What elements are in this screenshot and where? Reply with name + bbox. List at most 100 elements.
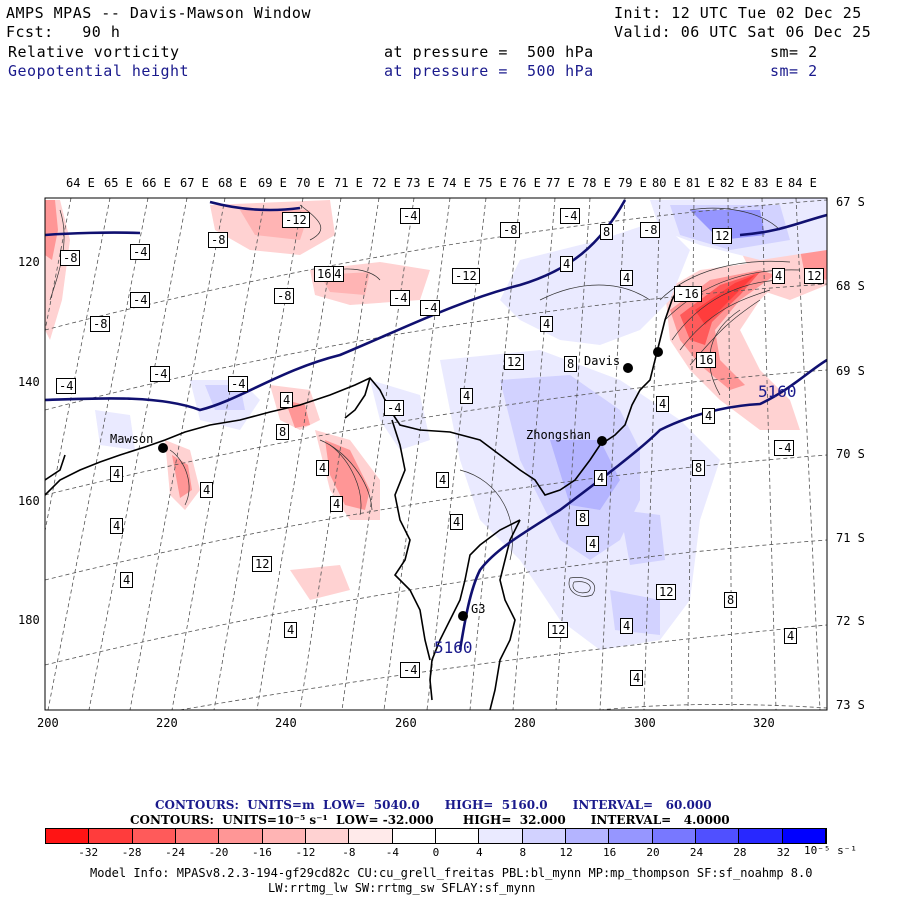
vorticity-contour-label: 4 [702, 408, 716, 424]
vorticity-contour-info: CONTOURS: UNITS=10⁻⁵ s⁻¹ LOW= -32.000 HI… [130, 813, 730, 827]
height-label: 5160 [434, 638, 473, 657]
height-contour-info: CONTOURS: UNITS=m LOW= 5040.0 HIGH= 5160… [155, 798, 712, 812]
y-tick-label: 140 [18, 375, 40, 389]
vorticity-contour-label: 12 [548, 622, 569, 638]
vorticity-contour-label: 4 [540, 316, 554, 332]
vorticity-contour-label: 4 [436, 472, 450, 488]
vorticity-contour-label: 4 [630, 670, 644, 686]
vorticity-contour-label: 4 [772, 268, 786, 284]
lon-label: 73 E [406, 176, 435, 190]
vorticity-contour-label: -8 [500, 222, 521, 238]
colorbar-swatch [479, 829, 523, 843]
lat-label: 72 S [836, 614, 865, 628]
coastline [45, 284, 681, 710]
colorbar-swatch [175, 829, 220, 843]
vorticity-contours [49, 204, 801, 597]
lon-label: 64 E [66, 176, 95, 190]
lon-label: 84 E [788, 176, 817, 190]
vorticity-contour-label: 4 [120, 572, 134, 588]
colorbar-tick-label: 20 [646, 846, 660, 859]
vorticity-contour-label: -4 [56, 378, 77, 394]
colorbar-tick-label: -16 [252, 846, 272, 859]
vorticity-contour-label: -8 [208, 232, 229, 248]
lon-label: 68 E [218, 176, 247, 190]
lon-label: 74 E [442, 176, 471, 190]
x-tick-label: 300 [634, 716, 656, 730]
station-label-zhongshan: Zhongshan [526, 428, 592, 442]
colorbar-tick-label: 4 [476, 846, 483, 859]
lon-label: 69 E [258, 176, 287, 190]
colorbar-tick-label: 16 [602, 846, 617, 859]
lat-label: 69 S [836, 364, 865, 378]
field-1-smoothing: sm= 2 [770, 43, 818, 61]
lon-label: 77 E [546, 176, 575, 190]
station-label-davis: Davis [584, 354, 621, 368]
vorticity-contour-label: 4 [200, 482, 214, 498]
x-tick-label: 200 [37, 716, 59, 730]
geopotential-contours [45, 199, 827, 651]
vorticity-contour-label: 4 [620, 270, 634, 286]
x-tick-label: 220 [156, 716, 178, 730]
colorbar-tick-label: -8 [342, 846, 356, 859]
field-1-name: Relative vorticity [8, 43, 180, 61]
lon-label: 72 E [372, 176, 401, 190]
colorbar-swatch [349, 829, 393, 843]
lon-label: 80 E [652, 176, 681, 190]
vorticity-contour-label: 4 [620, 618, 634, 634]
vorticity-contour-label: 8 [692, 460, 706, 476]
x-tick-label: 240 [275, 716, 297, 730]
map-frame [44, 197, 828, 711]
vorticity-contour-label: 8 [724, 592, 738, 608]
field-2-smoothing: sm= 2 [770, 62, 818, 80]
x-tick-label: 320 [753, 716, 775, 730]
vorticity-contour-label: 4 [316, 460, 330, 476]
colorbar-swatch [46, 829, 90, 843]
forecast-hour: Fcst: 90 h [6, 23, 121, 41]
colorbar-swatch [392, 829, 436, 843]
lon-label: 71 E [334, 176, 363, 190]
station-dot [158, 443, 168, 453]
colorbar-swatch [609, 829, 653, 843]
station-dot [458, 611, 468, 621]
vorticity-contour-label: 12 [504, 354, 525, 370]
colorbar-units: 10⁻⁵ s⁻¹ [804, 844, 857, 857]
station-markers [158, 347, 663, 621]
colorbar-tick-label: 12 [559, 846, 573, 859]
vorticity-contour-label: -12 [452, 268, 480, 284]
field-2-pressure: at pressure = 500 hPa [384, 62, 594, 80]
station-dot [623, 363, 633, 373]
valid-time: Valid: 06 UTC Sat 06 Dec 25 [614, 23, 872, 41]
vorticity-contour-label: -8 [274, 288, 295, 304]
vorticity-contour-label: -4 [420, 300, 441, 316]
colorbar-swatch [782, 829, 826, 843]
lon-label: 70 E [296, 176, 325, 190]
init-time: Init: 12 UTC Tue 02 Dec 25 [614, 4, 862, 22]
colorbar-swatch [435, 829, 480, 843]
x-tick-label: 280 [514, 716, 536, 730]
vorticity-contour-label: 4 [450, 514, 464, 530]
field-1-pressure: at pressure = 500 hPa [384, 43, 594, 61]
lon-label: 83 E [754, 176, 783, 190]
vorticity-contour-label: -4 [390, 290, 411, 306]
vorticity-contour-label: 4 [330, 496, 344, 512]
vorticity-contour-label: 12 [712, 228, 733, 244]
vorticity-contour-label: 16 [696, 352, 717, 368]
vorticity-contour-label: -12 [282, 212, 310, 228]
lat-label: 71 S [836, 531, 865, 545]
vorticity-contour-label: -4 [130, 292, 151, 308]
lon-label: 76 E [512, 176, 541, 190]
vorticity-contour-label: 4 [656, 396, 670, 412]
vorticity-contour-label: 4 [460, 388, 474, 404]
colorbar-swatch [219, 829, 263, 843]
vorticity-contour-label: 8 [564, 356, 578, 372]
colorbar [45, 828, 827, 844]
vorticity-contour-label: 4 [280, 392, 294, 408]
vorticity-contour-label: -8 [60, 250, 81, 266]
colorbar-tick-label: -4 [385, 846, 399, 859]
vorticity-contour-label: 8 [576, 510, 590, 526]
vorticity-contour-label: 4 [560, 256, 574, 272]
colorbar-tick-label: -32 [78, 846, 99, 859]
vorticity-contour-label: -8 [90, 316, 111, 332]
y-tick-label: 120 [18, 255, 40, 269]
colorbar-swatch [695, 829, 740, 843]
